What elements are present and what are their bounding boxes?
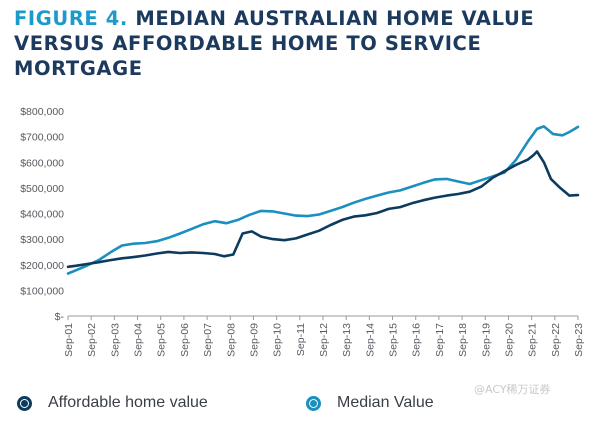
figure-title: MEDIAN AUSTRALIAN HOME VALUE VERSUS AFFO… — [14, 7, 535, 80]
y-tick-label: $500,000 — [20, 183, 64, 195]
chart-legend: Affordable home value Median Value — [0, 389, 602, 417]
x-tick-label: Sep-17 — [434, 323, 446, 357]
y-tick-label: $100,000 — [20, 285, 64, 297]
x-tick-label: Sep-15 — [388, 323, 400, 357]
legend-marker-median-icon — [306, 395, 321, 411]
y-tick-label: $- — [55, 311, 65, 323]
x-tick-label: Sep-21 — [527, 323, 539, 357]
chart-title: FIGURE 4. MEDIAN AUSTRALIAN HOME VALUE V… — [14, 6, 594, 81]
median-value-line — [66, 125, 580, 275]
legend-item-affordable: Affordable home value — [17, 389, 208, 417]
y-tick-label: $600,000 — [20, 157, 64, 169]
x-tick-label: Sep-10 — [272, 323, 284, 357]
x-tick-label: Sep-22 — [550, 323, 562, 357]
x-tick-label: Sep-11 — [295, 323, 307, 356]
legend-label-median: Median Value — [337, 394, 434, 411]
x-tick-label: Sep-16 — [411, 323, 423, 357]
x-tick-label: Sep-23 — [573, 323, 585, 357]
x-tick-label: Sep-04 — [133, 323, 145, 357]
y-tick-label: $300,000 — [20, 234, 64, 246]
legend-marker-affordable-icon — [17, 395, 32, 411]
x-axis-ticks: Sep-01 Sep-02 Sep-03 Sep-04 Sep-05 Sep-06 Sep-… — [63, 316, 585, 357]
x-tick-label: Sep-06 — [179, 323, 191, 357]
x-tick-label: Sep-19 — [480, 323, 492, 357]
x-tick-label: Sep-09 — [248, 323, 260, 357]
x-tick-label: Sep-08 — [225, 323, 237, 357]
x-tick-label: Sep-14 — [364, 323, 376, 357]
legend-label-affordable: Affordable home value — [48, 394, 208, 411]
y-tick-label: $800,000 — [20, 106, 64, 118]
x-tick-label: Sep-12 — [318, 323, 330, 357]
watermark: @ACY稀万证券 — [474, 383, 551, 396]
series-lines — [66, 125, 580, 275]
x-tick-label: Sep-13 — [341, 323, 353, 357]
figure-label: FIGURE 4. — [14, 7, 128, 30]
affordable-home-value-line — [66, 150, 580, 269]
x-tick-label: Sep-03 — [109, 323, 121, 357]
x-tick-label: Sep-02 — [86, 323, 98, 357]
x-tick-label: Sep-01 — [63, 323, 75, 357]
x-tick-label: Sep-20 — [503, 323, 515, 357]
line-chart: $- $100,000 $200,000 $300,000 $400,000 $500,0… — [20, 106, 585, 357]
x-tick-label: Sep-05 — [156, 323, 168, 357]
y-tick-label: $200,000 — [20, 260, 64, 272]
x-tick-label: Sep-07 — [202, 323, 214, 357]
x-tick-label: Sep-18 — [457, 323, 469, 357]
y-tick-label: $400,000 — [20, 209, 64, 221]
y-axis-ticks: $- $100,000 $200,000 $300,000 $400,000 $500,0… — [20, 106, 64, 323]
y-tick-label: $700,000 — [20, 132, 64, 144]
legend-item-median: Median Value — [306, 389, 434, 417]
